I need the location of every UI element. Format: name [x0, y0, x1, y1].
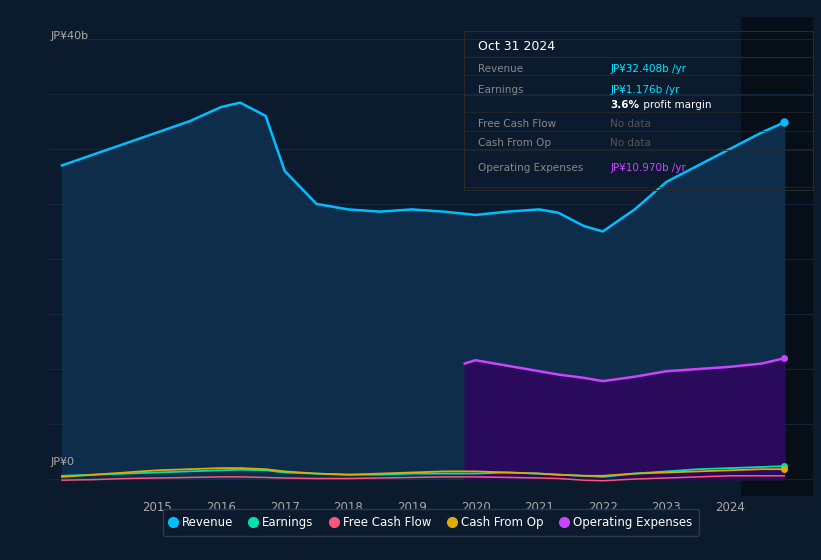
Text: Earnings: Earnings: [478, 86, 523, 95]
Text: Cash From Op: Cash From Op: [478, 138, 551, 148]
Text: Oct 31 2024: Oct 31 2024: [478, 40, 555, 53]
Text: No data: No data: [610, 119, 651, 129]
Legend: Revenue, Earnings, Free Cash Flow, Cash From Op, Operating Expenses: Revenue, Earnings, Free Cash Flow, Cash …: [163, 508, 699, 536]
Text: JP¥40b: JP¥40b: [51, 31, 89, 41]
Text: Revenue: Revenue: [478, 64, 523, 74]
Text: JP¥10.970b /yr: JP¥10.970b /yr: [610, 163, 686, 173]
Text: 3.6%: 3.6%: [610, 100, 640, 110]
Text: No data: No data: [610, 138, 651, 148]
Text: profit margin: profit margin: [640, 100, 712, 110]
Text: JP¥32.408b /yr: JP¥32.408b /yr: [610, 64, 686, 74]
Text: Operating Expenses: Operating Expenses: [478, 163, 583, 173]
Text: Free Cash Flow: Free Cash Flow: [478, 119, 556, 129]
Text: JP¥0: JP¥0: [51, 457, 75, 467]
Bar: [741, 17, 821, 496]
Text: JP¥1.176b /yr: JP¥1.176b /yr: [610, 86, 680, 95]
